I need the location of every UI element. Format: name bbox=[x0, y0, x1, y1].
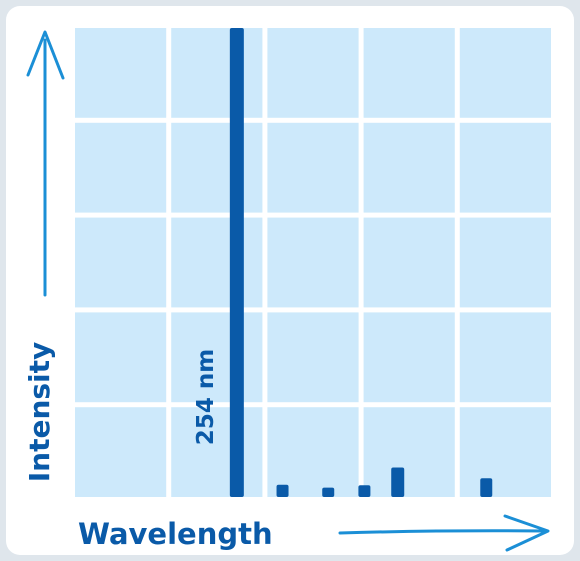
x-axis-arrow bbox=[338, 514, 550, 552]
peak-bar bbox=[229, 28, 244, 497]
grid-cell bbox=[75, 312, 167, 403]
grid-cell bbox=[267, 312, 359, 403]
grid-cell bbox=[267, 217, 359, 308]
grid-cell bbox=[459, 407, 551, 497]
y-axis-arrow bbox=[26, 30, 65, 297]
grid-cell bbox=[459, 312, 551, 403]
grid-cell bbox=[171, 28, 263, 118]
grid-cell bbox=[363, 217, 455, 308]
grid-cell bbox=[363, 28, 455, 118]
bar bbox=[358, 485, 371, 497]
x-axis-label: Wavelength bbox=[78, 517, 273, 551]
grid-cell bbox=[171, 407, 263, 497]
bar bbox=[480, 478, 493, 497]
bar bbox=[322, 487, 335, 497]
peak-annotation: 254 nm bbox=[193, 349, 219, 445]
bars-group bbox=[229, 28, 493, 497]
grid-cell bbox=[75, 407, 167, 497]
grid-cell bbox=[75, 28, 167, 118]
grid-cell bbox=[363, 407, 455, 497]
grid-cell bbox=[75, 122, 167, 213]
plot-grid bbox=[75, 28, 551, 497]
grid-cell bbox=[171, 217, 263, 308]
grid-cell bbox=[267, 122, 359, 213]
grid-cell bbox=[363, 122, 455, 213]
grid-cell bbox=[267, 407, 359, 497]
bar bbox=[391, 467, 405, 497]
grid-cell bbox=[459, 217, 551, 308]
grid-cell bbox=[171, 122, 263, 213]
grid-cell bbox=[459, 28, 551, 118]
y-axis-label: Intensity bbox=[23, 342, 56, 483]
grid-cell bbox=[459, 122, 551, 213]
bar bbox=[276, 484, 289, 497]
grid-cell bbox=[171, 312, 263, 403]
grid-cell bbox=[267, 28, 359, 118]
grid-cell bbox=[363, 312, 455, 403]
grid-cell bbox=[75, 217, 167, 308]
